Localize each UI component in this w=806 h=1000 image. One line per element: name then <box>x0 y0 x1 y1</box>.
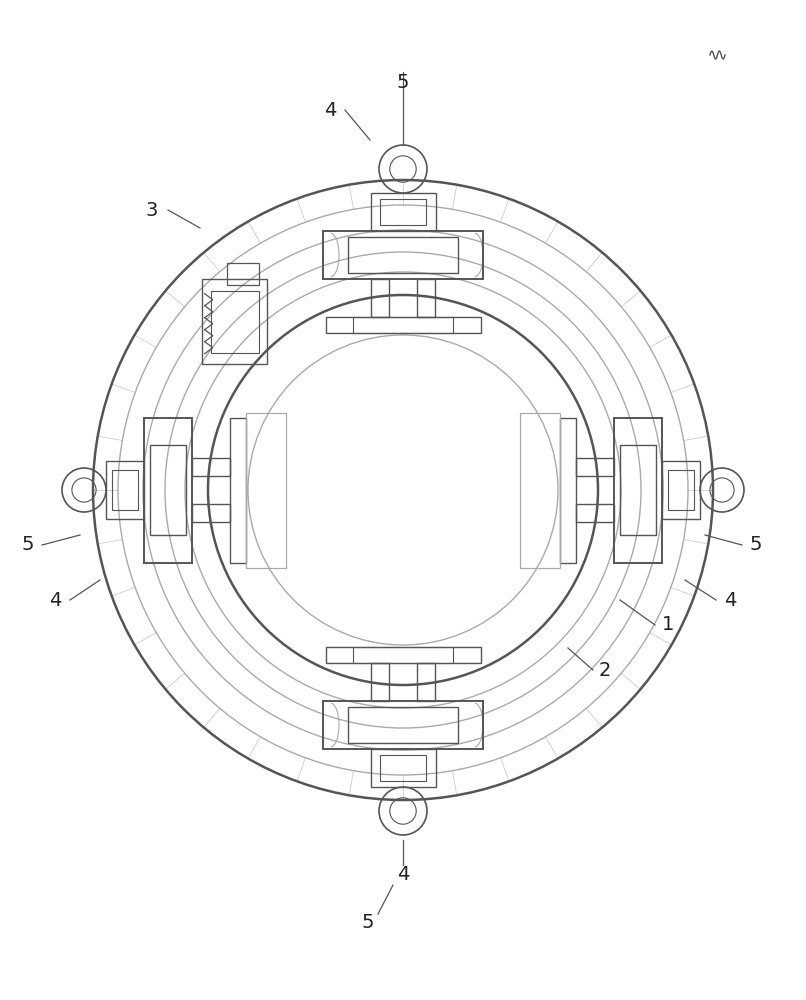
Bar <box>210 291 259 353</box>
Text: 1: 1 <box>662 615 674 635</box>
Bar <box>576 504 614 522</box>
Bar <box>144 418 192 562</box>
Bar <box>614 418 662 562</box>
Bar <box>230 418 246 562</box>
Bar <box>353 647 453 663</box>
Bar <box>560 418 576 562</box>
Bar <box>323 231 483 279</box>
Bar <box>348 707 458 743</box>
Bar <box>380 199 426 225</box>
Bar <box>112 470 139 510</box>
Bar <box>417 279 435 317</box>
Bar <box>323 701 483 749</box>
Bar <box>353 317 453 333</box>
Bar <box>192 504 230 522</box>
Text: 5: 5 <box>22 536 34 554</box>
Text: 4: 4 <box>397 865 409 884</box>
Bar <box>371 279 389 317</box>
Text: 2: 2 <box>599 660 611 680</box>
Text: 5: 5 <box>750 536 762 554</box>
Bar <box>371 663 389 701</box>
Text: 4: 4 <box>49 590 61 609</box>
Text: 4: 4 <box>324 101 336 119</box>
Bar <box>520 412 560 568</box>
Bar <box>202 279 268 364</box>
Bar <box>371 193 435 231</box>
Bar <box>348 237 458 273</box>
Bar <box>371 749 435 787</box>
Bar <box>380 755 426 781</box>
Bar <box>667 470 694 510</box>
Bar <box>662 461 700 519</box>
Bar <box>576 458 614 476</box>
Text: 5: 5 <box>362 912 374 932</box>
Bar <box>620 445 656 535</box>
Bar <box>246 412 286 568</box>
Bar <box>192 458 230 476</box>
Text: 4: 4 <box>724 590 736 609</box>
Text: 3: 3 <box>146 200 158 220</box>
Text: 5: 5 <box>397 73 409 92</box>
Bar <box>417 663 435 701</box>
Bar <box>106 461 144 519</box>
Bar <box>226 263 259 285</box>
Bar <box>150 445 186 535</box>
Bar <box>326 647 480 663</box>
Bar <box>326 317 480 333</box>
